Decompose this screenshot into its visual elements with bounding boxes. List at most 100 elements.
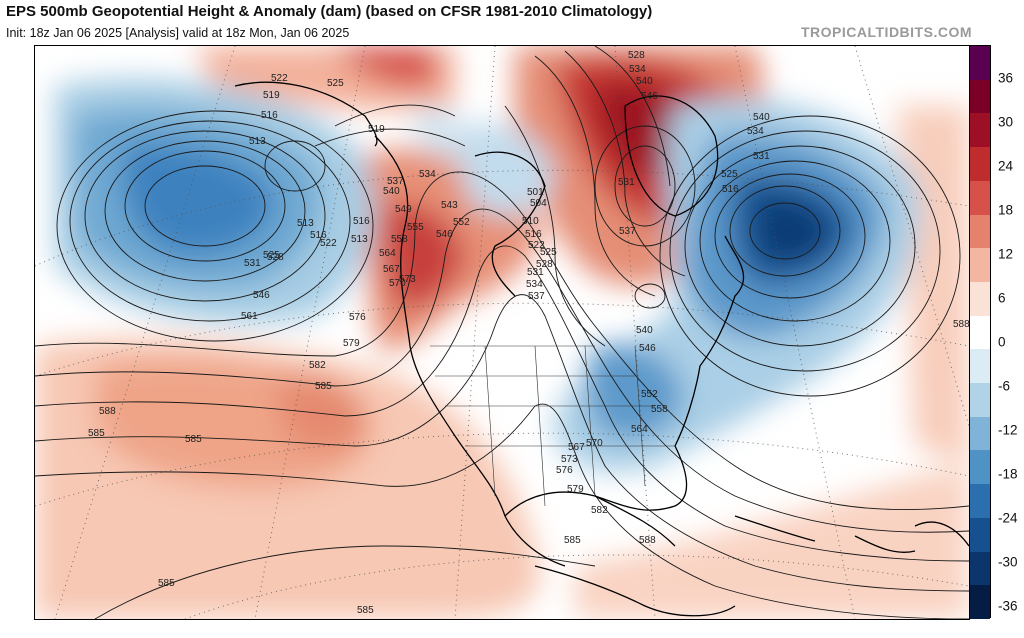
contour-label: 567 [383, 264, 400, 275]
contour-label: 585 [357, 605, 374, 616]
colorbar-tick-label: -24 [998, 510, 1018, 526]
contour-label: 516 [261, 110, 278, 121]
contour-label: 546 [436, 229, 453, 240]
contour-label: 516 [525, 229, 542, 240]
contour-label: 576 [349, 312, 366, 323]
contour-label: 525 [540, 247, 557, 258]
contour-label: 588 [953, 319, 969, 330]
colorbar-segment [970, 551, 990, 586]
contour-label: 528 [628, 50, 645, 61]
anomaly-colorbar [969, 45, 991, 620]
colorbar-tick-label: 0 [998, 334, 1006, 350]
colorbar-tick-label: -30 [998, 554, 1018, 570]
map-subtitle: Init: 18z Jan 06 2025 [Analysis] valid a… [6, 26, 350, 40]
colorbar-segment [970, 383, 990, 418]
contour-label: 528 [536, 259, 553, 270]
colorbar-segment [970, 585, 990, 620]
contour-label: 528 [267, 252, 284, 263]
brand-watermark: TROPICALTIDBITS.COM [800, 24, 972, 40]
contour-label: 519 [368, 124, 385, 135]
contour-label: 522 [528, 240, 545, 251]
contour-label: 513 [351, 234, 368, 245]
colorbar-tick-label: -6 [998, 378, 1011, 394]
contour-label: 513 [297, 218, 314, 229]
contour-label: 537 [387, 176, 404, 187]
contour-label: 573 [399, 274, 416, 285]
colorbar-tick-label: -36 [998, 598, 1018, 614]
contour-label: 525 [263, 250, 280, 261]
contour-label: 516 [353, 216, 370, 227]
contour-label: 549 [395, 204, 412, 215]
map-panel: 522 519 516 513 525 519 516 513 513 516 522 525 528 5… [34, 45, 970, 620]
contour-label: 558 [651, 404, 668, 415]
contour-label: 567 [568, 442, 585, 453]
contour-label: 579 [343, 338, 360, 349]
colorbar-tick-label: 30 [998, 114, 1014, 130]
contour-label: 504 [530, 198, 547, 209]
contour-label: 570 [586, 438, 603, 449]
contour-label: 570 [389, 278, 406, 289]
contour-label: 573 [561, 454, 578, 465]
contour-label: 564 [631, 424, 648, 435]
contour-label: 525 [721, 169, 738, 180]
contour-label: 534 [419, 169, 436, 180]
contour-label: 552 [641, 389, 658, 400]
colorbar-tick-label: 24 [998, 158, 1014, 174]
colorbar-segment [970, 248, 990, 283]
colorbar-segment [970, 315, 990, 350]
colorbar-segment [970, 450, 990, 485]
contour-label: 531 [527, 267, 544, 278]
contour-label: 555 [407, 222, 424, 233]
contour-label: 534 [629, 64, 646, 75]
colorbar-tick-label: -12 [998, 422, 1018, 438]
contour-label: 558 [391, 234, 408, 245]
contour-label: 588 [99, 406, 116, 417]
contour-labels: 5225195165135255195165135135165225255285… [88, 50, 969, 616]
contour-label: 582 [309, 360, 326, 371]
contour-label: 561 [241, 311, 258, 322]
contour-label: 585 [185, 434, 202, 445]
contour-label: 540 [636, 325, 653, 336]
contour-label: 531 [244, 258, 261, 269]
colorbar-segment [970, 46, 990, 81]
contour-label: 516 [722, 184, 739, 195]
contour-label: 534 [526, 279, 543, 290]
contour-label: 585 [158, 578, 175, 589]
contour-label: 531 [618, 177, 635, 188]
colorbar-tick-label: -18 [998, 466, 1018, 482]
contour-label: 546 [253, 290, 270, 301]
colorbar-segment [970, 214, 990, 249]
colorbar-segment [970, 517, 990, 553]
contour-label: 540 [383, 186, 400, 197]
contour-label: 522 [320, 238, 337, 249]
contour-label: 531 [753, 151, 770, 162]
contour-label: 564 [379, 248, 396, 259]
map-title: EPS 500mb Geopotential Height & Anomaly … [6, 3, 653, 20]
contour-label: 513 [249, 136, 266, 147]
contour-label: 525 [327, 78, 344, 89]
contour-label: 585 [88, 428, 105, 439]
colorbar-segment [970, 281, 990, 317]
colorbar-segment [970, 180, 990, 216]
contour-label: 546 [639, 343, 656, 354]
contour-label: 585 [315, 381, 332, 392]
colorbar-segment [970, 79, 990, 114]
contour-label: 522 [271, 73, 288, 84]
contour-label: 588 [639, 535, 656, 546]
colorbar-segment [970, 113, 990, 148]
contour-label: 582 [591, 505, 608, 516]
contour-label: 576 [556, 465, 573, 476]
contour-label: 516 [310, 230, 327, 241]
contour-label: 585 [564, 535, 581, 546]
contour-label: 537 [619, 226, 636, 237]
colorbar-segment [970, 484, 990, 519]
contour-label: 519 [263, 90, 280, 101]
contour-label: 537 [528, 291, 545, 302]
contour-label: 546 [641, 91, 658, 102]
colorbar-tick-label: 6 [998, 290, 1006, 306]
contour-label: 540 [753, 112, 770, 123]
colorbar-tick-label: 12 [998, 246, 1014, 262]
colorbar-tick-label: 18 [998, 202, 1014, 218]
contour-label: 540 [636, 76, 653, 87]
colorbar-segment [970, 416, 990, 451]
